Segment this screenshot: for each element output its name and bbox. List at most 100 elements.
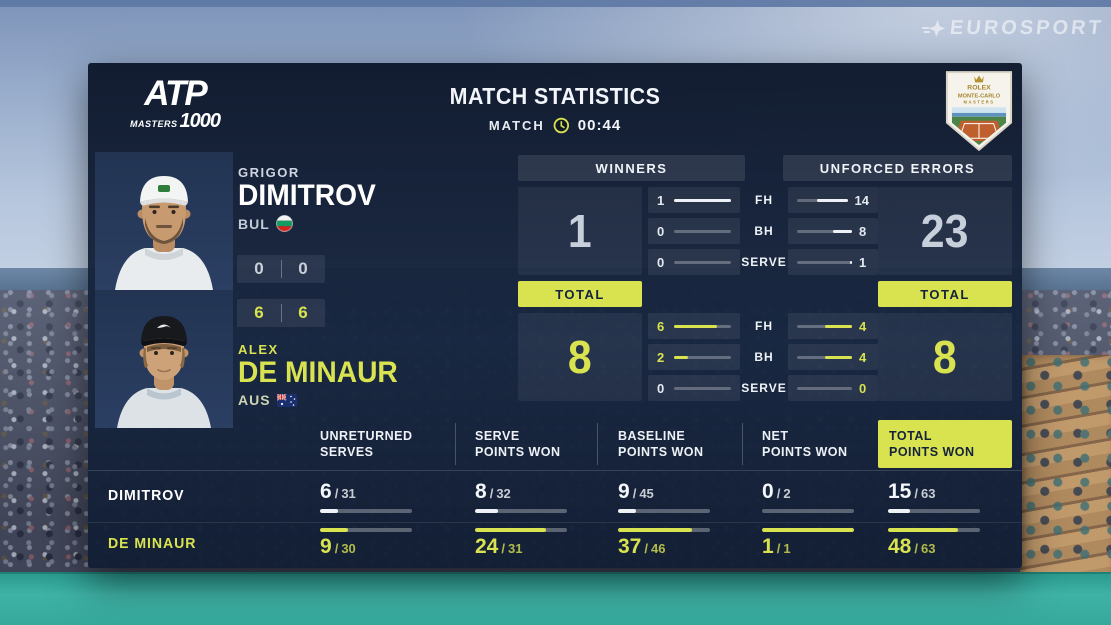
score-divider <box>281 260 282 278</box>
player1-set2-score: 0 <box>298 259 308 278</box>
column-header-net-points-won: NET POINTS WON <box>762 429 848 459</box>
row-label-serve: SERVE <box>741 255 787 269</box>
stat-bar <box>797 324 852 328</box>
broadcaster-name: EUROSPORT <box>948 17 1105 39</box>
player1-name-block: GRIGOR DIMITROV BUL <box>238 165 385 232</box>
stat-bar <box>674 229 731 233</box>
stat-bar <box>320 509 412 513</box>
player1-set1-score: 0 <box>254 259 264 278</box>
stat-cell-total: 48/63 <box>888 526 998 559</box>
stat-bar <box>797 229 852 233</box>
atp-masters-1000-logo: ATP MASTERS 1000 <box>110 74 240 133</box>
player2-fh-errors: 4 <box>788 313 878 339</box>
stat-bar <box>618 509 710 513</box>
row-player-name: DE MINAUR <box>108 535 197 552</box>
stat-bar <box>888 509 980 513</box>
australia-flag-icon <box>276 393 297 407</box>
column-divider <box>597 423 598 465</box>
stat-cell: 9/30 <box>320 526 430 559</box>
column-header-serve-points-won: SERVE POINTS WON <box>475 429 561 459</box>
atp-logo-masters: MASTERS <box>129 119 178 129</box>
player2-first-name: ALEX <box>238 342 279 357</box>
match-clock: MATCH 00:44 <box>489 117 621 134</box>
row-player-name: DIMITROV <box>108 487 185 504</box>
match-clock-time: 00:44 <box>577 117 622 134</box>
player2-bh-winners: 2 <box>648 344 740 370</box>
stat-bar <box>674 324 731 328</box>
stat-cell: 6/31 <box>320 478 430 513</box>
score-divider <box>281 304 282 322</box>
winners-total-label: TOTAL <box>518 281 642 307</box>
stat-bar <box>797 355 852 359</box>
player1-country-code: BUL <box>238 215 270 232</box>
badge-rolex-text: ROLEX <box>967 85 991 92</box>
atp-logo-1000: 1000 <box>179 110 221 132</box>
row-label-serve: SERVE <box>741 381 787 395</box>
player2-bh-errors: 4 <box>788 344 878 370</box>
crown-icon <box>974 75 984 83</box>
player2-score-row: 6 6 <box>237 299 325 327</box>
stadium-roof-edge <box>0 0 1111 7</box>
player2-set2-score: 6 <box>298 303 308 322</box>
stat-bar <box>320 528 412 532</box>
row-label-bh: BH <box>754 224 774 238</box>
badge-event-text: MONTE-CARLO <box>958 93 1001 99</box>
winners-header: WINNERS <box>518 155 745 181</box>
row-divider <box>88 470 1022 471</box>
dimitrov-avatar <box>115 176 213 290</box>
atp-logo-word: ATP <box>144 74 207 113</box>
player2-winners-total: 8 <box>518 313 642 401</box>
eurosport-star-icon <box>922 19 946 37</box>
player2-serve-errors: 0 <box>788 375 878 401</box>
points-stats-table: UNRETURNED SERVES SERVE POINTS WON BASELIN… <box>88 420 1022 568</box>
stat-bar <box>618 528 710 532</box>
stat-cell: 0/2 <box>762 478 872 513</box>
player1-bh-errors: 8 <box>788 218 878 244</box>
stat-cell: 1/1 <box>762 526 872 559</box>
column-divider <box>742 423 743 465</box>
player2-photo <box>95 290 233 428</box>
table-row-de-minaur: DE MINAUR 9/30 24/31 37/46 1/1 48/63 <box>88 524 1022 566</box>
stat-bar <box>797 260 852 264</box>
stat-cell: 8/32 <box>475 478 585 513</box>
row-label-fh: FH <box>755 193 773 207</box>
row-label-bh: BH <box>754 350 774 364</box>
winners-errors-section: WINNERS UNFORCED ERRORS 1 23 1 0 0 FH BH… <box>518 155 1012 401</box>
stat-bar <box>762 528 854 532</box>
bulgaria-flag-icon <box>275 215 293 232</box>
tournament-badge: ROLEX MONTE-CARLO MASTERS <box>944 68 1014 159</box>
player2-last-name: DE MINAUR <box>238 356 398 389</box>
player2-name-block: ALEX DE MINAUR AUS <box>238 342 408 408</box>
player1-score-row: 0 0 <box>237 255 325 283</box>
stat-bar <box>674 355 731 359</box>
stat-bar <box>674 260 731 264</box>
player2-set1-score: 6 <box>254 303 264 322</box>
table-row-dimitrov: DIMITROV 6/31 8/32 9/45 0/2 15/63 <box>88 476 1022 518</box>
player2-country-code: AUS <box>238 392 271 408</box>
stat-cell-total: 15/63 <box>888 478 998 513</box>
player1-fh-winners: 1 <box>648 187 740 213</box>
match-clock-label: MATCH <box>488 118 545 133</box>
de-minaur-avatar <box>117 316 211 428</box>
court-wall <box>0 572 1111 625</box>
player1-errors-total: 23 <box>878 187 1012 275</box>
player1-last-name: DIMITROV <box>238 179 376 212</box>
player1-serve-winners: 0 <box>648 249 740 275</box>
stat-bar <box>797 198 848 202</box>
stat-bar <box>475 509 567 513</box>
stat-bar <box>888 528 980 532</box>
stat-cell: 9/45 <box>618 478 728 513</box>
badge-court-illustration <box>951 107 1007 146</box>
errors-total-label: TOTAL <box>878 281 1012 307</box>
stat-bar <box>674 198 731 202</box>
column-header-total-points-won: TOTAL POINTS WON <box>878 420 1012 468</box>
player1-fh-errors: 14 <box>788 187 878 213</box>
unforced-errors-header: UNFORCED ERRORS <box>783 155 1012 181</box>
player1-serve-errors: 1 <box>788 249 878 275</box>
stat-bar <box>797 386 852 390</box>
column-header-baseline-points-won: BASELINE POINTS WON <box>618 429 704 459</box>
row-label-fh: FH <box>755 319 773 333</box>
player2-errors-total: 8 <box>878 313 1012 401</box>
column-header-unreturned-serves: UNRETURNED SERVES <box>320 429 413 459</box>
stat-cell: 24/31 <box>475 526 585 559</box>
